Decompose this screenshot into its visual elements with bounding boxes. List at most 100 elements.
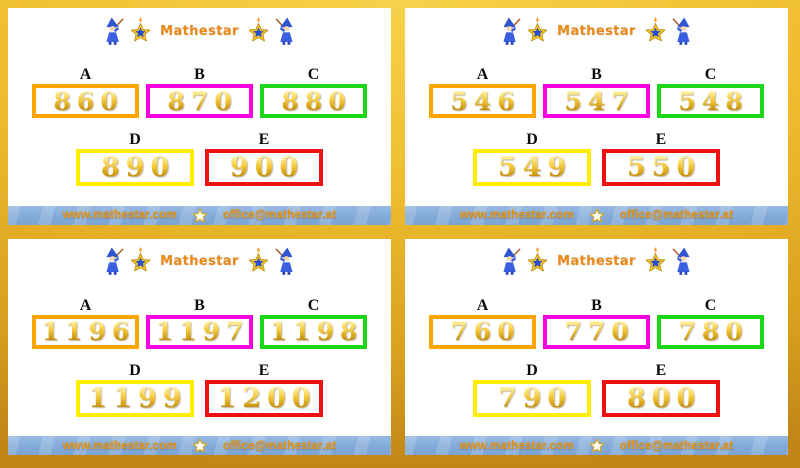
answer-box-b[interactable]: 547 <box>543 84 650 118</box>
star-icon <box>247 16 270 46</box>
answer-value: 1198 <box>264 317 364 346</box>
flashcard-bottom-left: Mathestar A 1196 B 1197 C 1198 D 1199 <box>8 238 391 455</box>
choice-a: A 546 <box>429 66 536 118</box>
choice-label: D <box>129 361 141 379</box>
choice-label: B <box>591 296 602 314</box>
flashcard-top-left: Mathestar A 860 B 870 C 880 D 890 <box>8 8 391 225</box>
choice-label: E <box>258 361 270 379</box>
answer-box-e[interactable]: 550 <box>602 149 720 186</box>
answer-value: 760 <box>444 317 520 346</box>
choice-label: E <box>258 131 270 148</box>
brand-name: Mathestar <box>160 23 239 39</box>
star-icon <box>129 247 152 276</box>
star-icon <box>588 437 606 454</box>
answer-box-b[interactable]: 1197 <box>146 314 253 349</box>
choice-label: B <box>194 296 205 314</box>
mathestar-logo: Mathestar <box>500 14 693 48</box>
choice-b: B 770 <box>543 297 650 349</box>
answer-box-c[interactable]: 780 <box>657 314 764 349</box>
answer-box-e[interactable]: 1200 <box>205 379 323 417</box>
answer-box-d[interactable]: 890 <box>76 149 194 186</box>
wizard-icon <box>672 16 693 47</box>
answer-value: 547 <box>558 87 634 116</box>
star-icon <box>644 16 667 46</box>
answer-box-d[interactable]: 549 <box>473 149 591 186</box>
answer-box-b[interactable]: 770 <box>543 314 650 349</box>
wizard-icon <box>103 16 124 47</box>
answer-value: 800 <box>621 383 701 414</box>
choice-label: A <box>79 296 92 314</box>
answer-value: 890 <box>95 152 175 183</box>
footer-bar: www.mathestar.com office@mathestar.at <box>8 436 391 455</box>
wizard-icon <box>500 16 521 47</box>
choice-b: B 547 <box>543 66 650 118</box>
choice-b: B 870 <box>146 66 253 118</box>
answer-value: 870 <box>161 87 237 116</box>
answer-box-a[interactable]: 860 <box>32 84 139 118</box>
choice-label: A <box>476 296 489 314</box>
mathestar-logo: Mathestar <box>103 245 296 279</box>
email-link[interactable]: office@mathestar.at <box>222 439 337 452</box>
wizard-icon <box>672 246 693 277</box>
answer-value: 548 <box>672 87 748 116</box>
choice-label: C <box>704 296 717 314</box>
footer-bar: www.mathestar.com office@mathestar.at <box>405 436 788 455</box>
choice-label: B <box>194 66 205 83</box>
answer-box-b[interactable]: 870 <box>146 84 253 118</box>
answer-value: 1196 <box>36 317 136 346</box>
answer-box-e[interactable]: 900 <box>205 149 323 186</box>
brand-name: Mathestar <box>160 254 239 269</box>
choice-label: E <box>655 131 667 148</box>
choice-row-de: D 890 E 900 <box>76 131 323 186</box>
answer-value: 1199 <box>82 383 187 414</box>
choice-e: E 900 <box>205 131 323 186</box>
choice-label: B <box>591 66 602 83</box>
choice-row-de: D 790 E 800 <box>473 362 720 417</box>
email-link[interactable]: office@mathestar.at <box>222 209 337 221</box>
answer-value: 546 <box>444 87 520 116</box>
email-link[interactable]: office@mathestar.at <box>619 209 734 221</box>
choice-label: D <box>526 361 538 379</box>
wizard-icon <box>500 246 521 277</box>
answer-box-a[interactable]: 760 <box>429 314 536 349</box>
mathestar-logo: Mathestar <box>500 245 693 279</box>
flashcard-bottom-right: Mathestar A 760 B 770 C 780 D 790 <box>405 238 788 455</box>
choice-e: E 800 <box>602 362 720 417</box>
choice-c: C 1198 <box>260 297 367 349</box>
mathestar-logo: Mathestar <box>103 14 296 48</box>
star-icon <box>247 247 270 276</box>
website-link[interactable]: www.mathestar.com <box>459 209 574 221</box>
website-link[interactable]: www.mathestar.com <box>62 209 177 221</box>
choice-d: D 549 <box>473 131 591 186</box>
answer-value: 780 <box>672 317 748 346</box>
answer-box-e[interactable]: 800 <box>602 379 720 417</box>
choice-e: E 1200 <box>205 362 323 417</box>
website-link[interactable]: www.mathestar.com <box>459 439 574 452</box>
brand-name: Mathestar <box>557 254 636 269</box>
choice-row-de: D 549 E 550 <box>473 131 720 186</box>
choice-row-abc: A 860 B 870 C 880 <box>32 66 367 118</box>
answer-value: 790 <box>492 383 572 414</box>
answer-value: 1197 <box>150 317 250 346</box>
answer-box-c[interactable]: 1198 <box>260 314 367 349</box>
choice-row-abc: A 760 B 770 C 780 <box>429 297 764 349</box>
answer-value: 770 <box>558 317 634 346</box>
star-icon <box>526 16 549 46</box>
answer-value: 550 <box>621 152 701 183</box>
answer-box-d[interactable]: 1199 <box>76 379 194 417</box>
answer-box-c[interactable]: 548 <box>657 84 764 118</box>
answer-box-a[interactable]: 546 <box>429 84 536 118</box>
answer-box-a[interactable]: 1196 <box>32 314 139 349</box>
choice-row-abc: A 1196 B 1197 C 1198 <box>32 297 367 349</box>
email-link[interactable]: office@mathestar.at <box>619 439 734 452</box>
answer-box-c[interactable]: 880 <box>260 84 367 118</box>
wizard-icon <box>275 16 296 47</box>
choice-label: C <box>704 66 717 83</box>
star-icon <box>129 16 152 46</box>
choice-c: C 780 <box>657 297 764 349</box>
choice-label: D <box>526 131 538 148</box>
answer-box-d[interactable]: 790 <box>473 379 591 417</box>
choice-label: C <box>307 296 320 314</box>
website-link[interactable]: www.mathestar.com <box>62 439 177 452</box>
star-icon <box>191 437 209 454</box>
